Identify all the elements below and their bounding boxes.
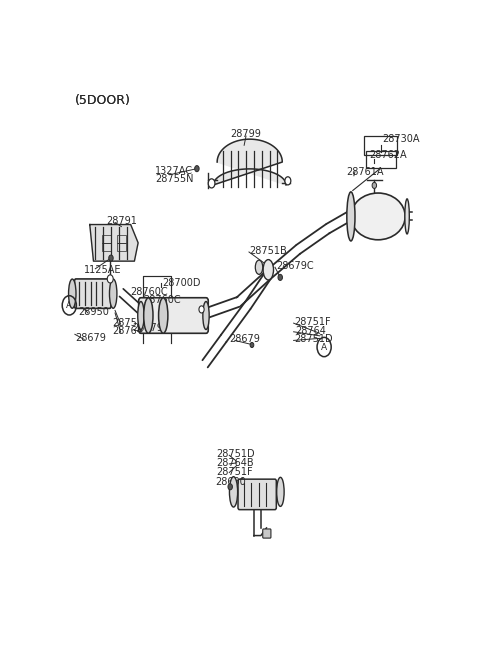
Text: 1125AE: 1125AE <box>84 265 122 275</box>
Text: 28764: 28764 <box>112 326 143 336</box>
Ellipse shape <box>263 259 274 280</box>
Text: 28679: 28679 <box>75 333 106 343</box>
Ellipse shape <box>276 477 284 506</box>
Circle shape <box>278 275 282 280</box>
Circle shape <box>208 179 215 188</box>
Ellipse shape <box>229 477 238 507</box>
FancyBboxPatch shape <box>74 279 111 308</box>
Text: (5DOOR): (5DOOR) <box>75 94 131 107</box>
Text: 28762A: 28762A <box>369 150 407 160</box>
Ellipse shape <box>138 302 144 329</box>
Text: 28760C: 28760C <box>131 286 168 296</box>
Text: 28751D: 28751D <box>294 335 333 345</box>
Text: 28600: 28600 <box>216 477 247 486</box>
Circle shape <box>285 177 291 185</box>
Text: 28751B: 28751B <box>250 246 288 256</box>
FancyBboxPatch shape <box>238 479 276 510</box>
Circle shape <box>195 166 199 172</box>
Text: 28679: 28679 <box>132 323 163 333</box>
Text: 28751D: 28751D <box>216 449 255 459</box>
Text: 1327AC: 1327AC <box>155 166 193 176</box>
Text: 28751B: 28751B <box>112 318 150 328</box>
Circle shape <box>199 306 204 313</box>
Text: 28730A: 28730A <box>382 134 420 144</box>
Circle shape <box>107 275 113 283</box>
Text: 28679: 28679 <box>229 335 260 345</box>
Text: 28751F: 28751F <box>216 467 253 477</box>
Circle shape <box>109 255 113 261</box>
Text: (5DOOR): (5DOOR) <box>75 94 131 107</box>
Ellipse shape <box>255 260 263 275</box>
Circle shape <box>228 484 232 490</box>
Text: 28764: 28764 <box>296 326 326 336</box>
Text: 28791: 28791 <box>107 216 137 226</box>
FancyBboxPatch shape <box>139 298 208 333</box>
Text: 28700D: 28700D <box>162 279 201 288</box>
Circle shape <box>372 182 377 189</box>
Ellipse shape <box>203 302 209 329</box>
Text: A: A <box>321 343 327 352</box>
Polygon shape <box>90 224 138 261</box>
Text: A: A <box>66 301 72 310</box>
Polygon shape <box>214 139 286 185</box>
Text: 28679C: 28679C <box>276 261 313 271</box>
Text: 28751F: 28751F <box>294 317 331 327</box>
Ellipse shape <box>144 298 153 333</box>
Text: 28799: 28799 <box>230 129 262 139</box>
Text: 28950: 28950 <box>78 307 109 317</box>
FancyBboxPatch shape <box>263 529 271 538</box>
Text: 28760C: 28760C <box>144 295 181 306</box>
Ellipse shape <box>351 193 405 240</box>
Ellipse shape <box>158 298 168 333</box>
Ellipse shape <box>405 199 409 234</box>
Ellipse shape <box>69 279 76 308</box>
Text: 28764B: 28764B <box>216 458 254 468</box>
Ellipse shape <box>347 192 355 241</box>
Text: 28761A: 28761A <box>347 167 384 177</box>
Text: 28755N: 28755N <box>155 174 193 184</box>
Ellipse shape <box>109 279 117 308</box>
Circle shape <box>250 343 254 348</box>
